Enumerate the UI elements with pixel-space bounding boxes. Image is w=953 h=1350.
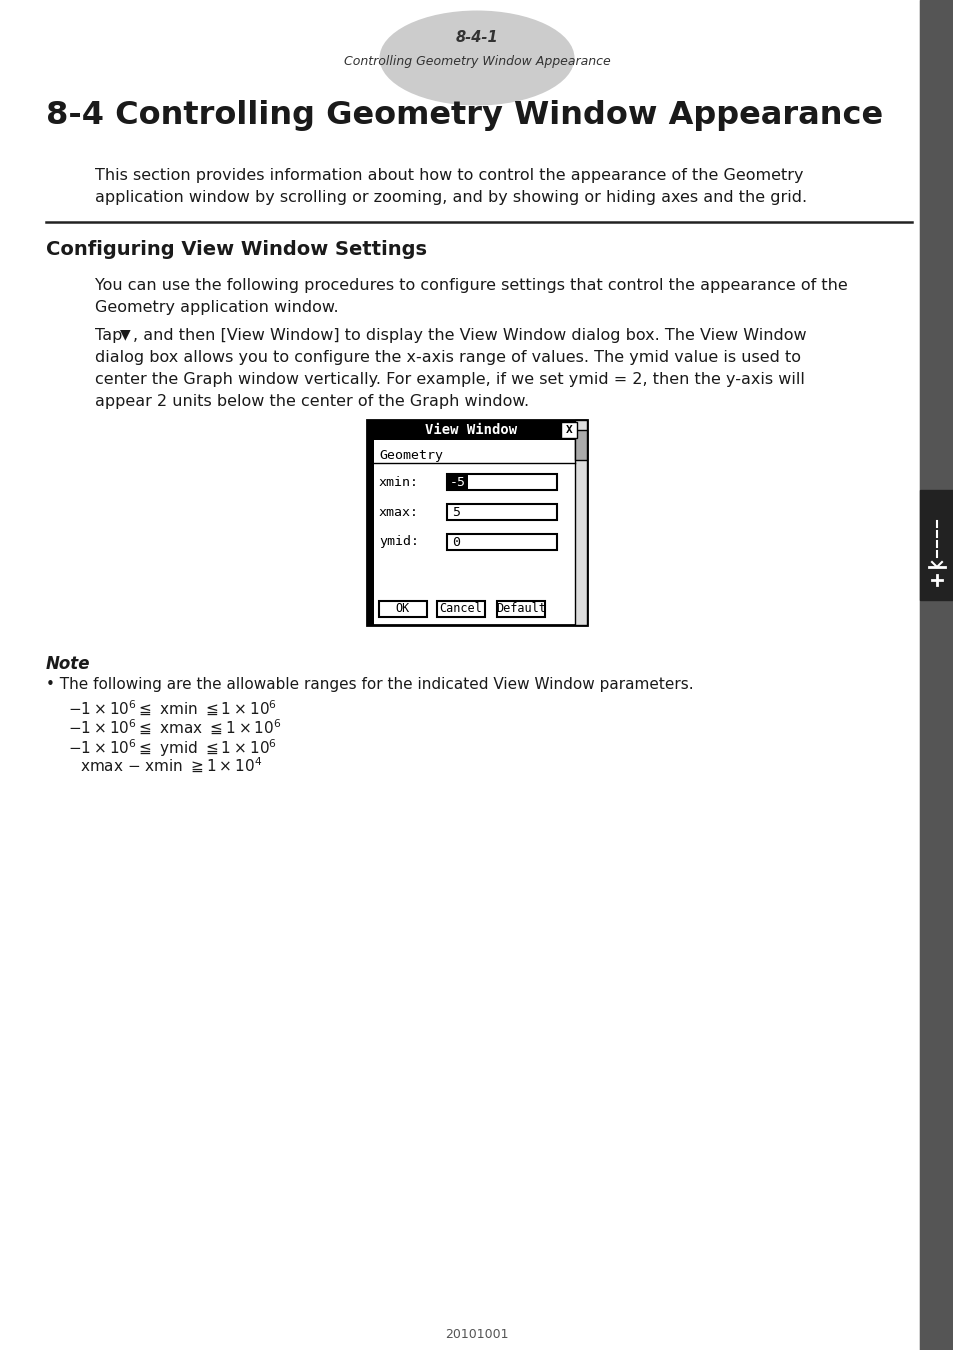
Bar [497, 601, 544, 617]
Bar [575, 420, 586, 625]
Bar [447, 535, 557, 549]
Bar [560, 423, 577, 437]
Bar [919, 490, 953, 599]
Text: Default: Default [496, 602, 545, 616]
Bar [367, 420, 586, 440]
Text: • The following are the allowable ranges for the indicated View Window parameter: • The following are the allowable ranges… [46, 676, 693, 693]
Bar [436, 601, 484, 617]
Text: -5: -5 [450, 475, 465, 489]
Text: application window by scrolling or zooming, and by showing or hiding axes and th: application window by scrolling or zoomi… [95, 190, 806, 205]
Text: Configuring View Window Settings: Configuring View Window Settings [46, 240, 427, 259]
Text: ymid:: ymid: [378, 536, 418, 548]
Text: Geometry application window.: Geometry application window. [95, 300, 338, 315]
Bar [447, 504, 557, 520]
Text: $-1 \times 10^6 \leqq$ xmax $\leqq 1 \times 10^6$: $-1 \times 10^6 \leqq$ xmax $\leqq 1 \ti… [68, 718, 281, 737]
Text: xmax $-$ xmin $\geqq 1 \times 10^4$: xmax $-$ xmin $\geqq 1 \times 10^4$ [80, 756, 262, 775]
Text: You can use the following procedures to configure settings that control the appe: You can use the following procedures to … [95, 278, 847, 293]
Text: Geometry: Geometry [378, 448, 442, 462]
Text: Note: Note [46, 655, 91, 674]
Text: 8-4-1: 8-4-1 [456, 31, 497, 46]
Text: 0: 0 [452, 536, 459, 548]
Bar [575, 431, 586, 460]
Text: $-1 \times 10^6 \leqq$ ymid $\leqq 1 \times 10^6$: $-1 \times 10^6 \leqq$ ymid $\leqq 1 \ti… [68, 737, 276, 759]
Text: $-1 \times 10^6 \leqq$ xmin $\leqq 1 \times 10^6$: $-1 \times 10^6 \leqq$ xmin $\leqq 1 \ti… [68, 699, 276, 718]
Bar [919, 0, 953, 1350]
Text: xmin:: xmin: [378, 475, 418, 489]
Text: appear 2 units below the center of the Graph window.: appear 2 units below the center of the G… [95, 394, 529, 409]
Text: View Window: View Window [424, 423, 517, 437]
Text: , and then [View Window] to display the View Window dialog box. The View Window: , and then [View Window] to display the … [132, 328, 806, 343]
Text: Tap: Tap [95, 328, 128, 343]
Text: OK: OK [395, 602, 410, 616]
Bar [367, 420, 586, 625]
Ellipse shape [379, 11, 574, 105]
Text: xmax:: xmax: [378, 505, 418, 518]
Text: ▼: ▼ [120, 327, 131, 342]
Text: Cancel: Cancel [439, 602, 482, 616]
Bar [367, 420, 374, 625]
Text: center the Graph window vertically. For example, if we set ymid = 2, then the y-: center the Graph window vertically. For … [95, 373, 804, 387]
Text: This section provides information about how to control the appearance of the Geo: This section provides information about … [95, 167, 802, 184]
Bar [448, 475, 468, 489]
Text: 20101001: 20101001 [445, 1328, 508, 1342]
Bar [447, 474, 557, 490]
Text: 5: 5 [452, 505, 459, 518]
Text: 8-4 Controlling Geometry Window Appearance: 8-4 Controlling Geometry Window Appearan… [46, 100, 882, 131]
Bar [378, 601, 427, 617]
Text: dialog box allows you to configure the x-axis range of values. The ymid value is: dialog box allows you to configure the x… [95, 350, 801, 365]
Text: Controlling Geometry Window Appearance: Controlling Geometry Window Appearance [343, 55, 610, 69]
Text: X: X [565, 425, 572, 435]
